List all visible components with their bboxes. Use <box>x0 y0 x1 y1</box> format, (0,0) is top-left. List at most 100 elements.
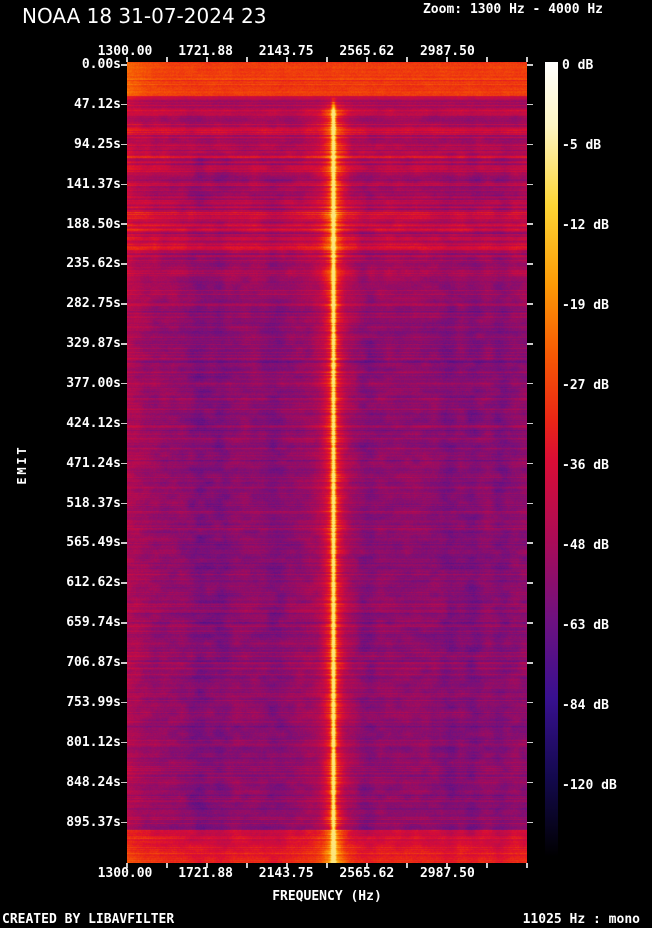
tick-mark <box>126 57 128 62</box>
tick-mark <box>121 103 127 106</box>
y-tick-label: 848.24s <box>66 774 121 790</box>
tick-mark <box>527 103 533 106</box>
tick-mark <box>527 582 533 584</box>
y-tick-label: 612.62s <box>66 575 121 591</box>
y-tick-label: 801.12s <box>66 734 121 750</box>
y-tick-label: 188.50s <box>66 216 121 232</box>
y-axis-letter: E <box>15 477 29 485</box>
y-tick-label: 94.25s <box>74 136 121 152</box>
colorbar-db-label: -5 dB <box>562 138 602 153</box>
tick-mark <box>406 57 408 62</box>
tick-mark <box>527 502 533 505</box>
tick-mark <box>121 622 127 624</box>
x-tick-label: 2143.75 <box>258 44 314 59</box>
format-label: 11025 Hz : mono <box>522 912 640 927</box>
tick-mark <box>527 422 533 425</box>
x-axis-label: FREQUENCY (Hz) <box>272 889 382 904</box>
colorbar-db-label: 0 dB <box>562 58 594 73</box>
tick-mark <box>121 422 127 425</box>
tick-mark <box>121 741 127 744</box>
colorbar-db-label: -84 dB <box>562 698 609 713</box>
tick-mark <box>121 64 127 66</box>
tick-mark <box>486 863 488 868</box>
tick-mark <box>527 821 533 824</box>
tick-mark <box>121 701 127 704</box>
tick-mark <box>121 542 127 544</box>
tick-mark <box>527 343 533 345</box>
tick-mark <box>527 143 533 146</box>
y-tick-label: 424.12s <box>66 415 121 431</box>
x-tick-label: 1300.00 <box>97 866 153 881</box>
y-tick-label: 895.37s <box>66 814 121 830</box>
tick-mark <box>121 263 127 265</box>
tick-mark <box>166 57 168 62</box>
colorbar-db-label: -63 dB <box>562 618 609 633</box>
y-tick-label: 377.00s <box>66 376 121 391</box>
tick-mark <box>527 64 533 66</box>
created-by-label: CREATED BY LIBAVFILTER <box>2 912 175 927</box>
x-tick-label: 2143.75 <box>258 866 314 881</box>
colorbar-db-label: -19 dB <box>562 298 609 313</box>
tick-mark <box>526 57 528 62</box>
x-tick-label: 2565.62 <box>339 866 395 881</box>
spectrogram-heatmap <box>127 62 527 863</box>
y-tick-label: 47.12s <box>74 96 121 112</box>
tick-mark <box>121 582 127 584</box>
colorbar-db-label: -120 dB <box>562 778 617 793</box>
tick-mark <box>326 863 328 868</box>
x-tick-label: 2565.62 <box>339 44 395 59</box>
tick-mark <box>121 303 127 305</box>
tick-mark <box>326 57 328 62</box>
tick-mark <box>121 382 127 385</box>
y-tick-label: 235.62s <box>66 256 121 272</box>
tick-mark <box>286 57 288 62</box>
y-tick-label: 706.87s <box>66 655 121 670</box>
y-tick-label: 659.74s <box>66 615 121 631</box>
tick-mark <box>527 542 533 544</box>
colorbar-db-label: -36 dB <box>562 458 609 473</box>
tick-mark <box>286 863 288 868</box>
tick-mark <box>527 462 533 465</box>
tick-mark <box>406 863 408 868</box>
y-tick-label: 0.00s <box>81 57 121 72</box>
tick-mark <box>527 781 533 784</box>
x-tick-label: 1721.88 <box>178 866 233 881</box>
tick-mark <box>121 143 127 146</box>
tick-mark <box>166 863 168 868</box>
tick-mark <box>121 662 127 664</box>
tick-mark <box>121 502 127 505</box>
tick-mark <box>246 57 248 62</box>
x-tick-label: 2987.50 <box>419 44 475 59</box>
tick-mark <box>126 863 128 868</box>
tick-mark <box>121 821 127 824</box>
colorbar-db-label: -48 dB <box>562 538 609 553</box>
tick-mark <box>121 781 127 784</box>
y-tick-label: 753.99s <box>66 694 121 710</box>
tick-mark <box>527 741 533 744</box>
tick-mark <box>206 863 208 868</box>
y-tick-label: 282.75s <box>66 296 121 312</box>
tick-mark <box>446 57 448 62</box>
tick-mark <box>527 183 533 186</box>
tick-mark <box>527 662 533 664</box>
tick-mark <box>527 263 533 265</box>
tick-mark <box>206 57 208 62</box>
tick-mark <box>246 863 248 868</box>
tick-mark <box>121 343 127 345</box>
tick-mark <box>366 863 368 868</box>
y-tick-label: 471.24s <box>66 455 121 471</box>
colorbar-db-label: -12 dB <box>562 218 609 233</box>
tick-mark <box>527 303 533 305</box>
tick-mark <box>527 701 533 704</box>
y-tick-label: 565.49s <box>66 535 121 551</box>
y-tick-label: 518.37s <box>66 495 121 511</box>
tick-mark <box>446 863 448 868</box>
tick-mark <box>527 223 533 225</box>
y-tick-label: 141.37s <box>66 176 121 192</box>
x-tick-label: 2987.50 <box>419 866 475 881</box>
tick-mark <box>526 863 528 868</box>
colorbar <box>545 62 558 857</box>
tick-mark <box>121 223 127 225</box>
tick-mark <box>486 57 488 62</box>
